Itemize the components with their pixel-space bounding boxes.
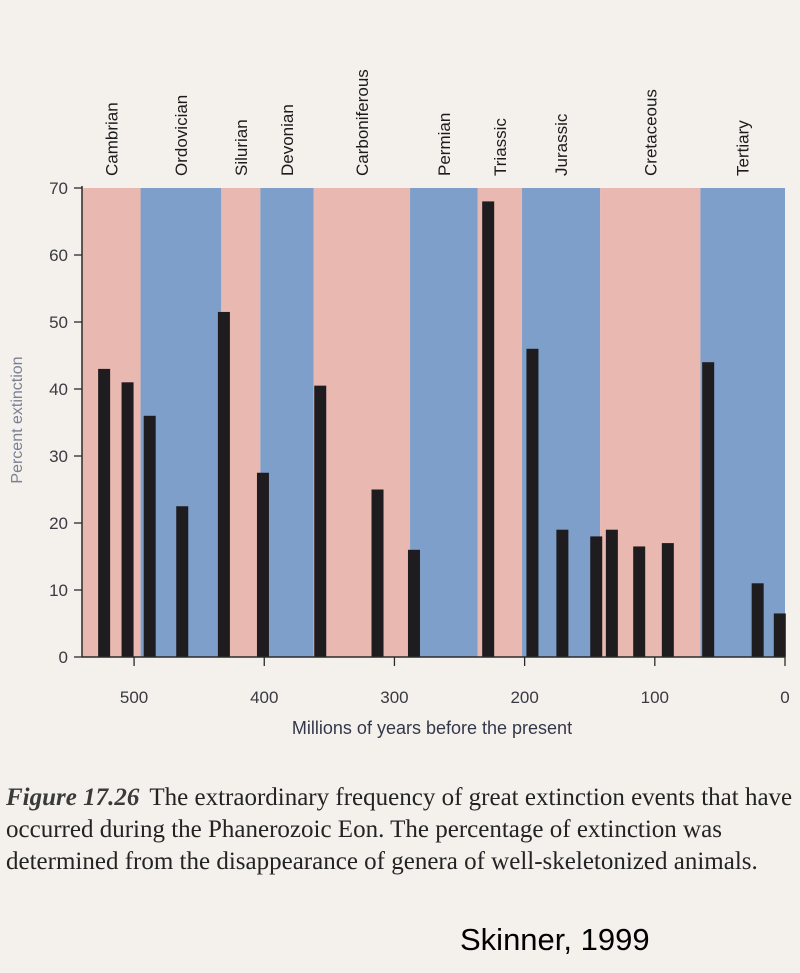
axes: [81, 186, 785, 658]
extinction-bar: [256, 472, 269, 657]
y-tick-label: 0: [59, 648, 68, 667]
y-tick-label: 50: [49, 313, 68, 332]
y-axis-ticks: 0 10 20 30 40 50 60 70: [49, 179, 82, 667]
y-tick-label: 30: [49, 447, 68, 466]
extinction-bar: [407, 549, 420, 657]
extinction-bars: [98, 201, 786, 657]
extinction-bar: [605, 529, 618, 657]
extinction-bar: [143, 415, 156, 657]
extinction-bar: [661, 543, 674, 657]
y-tick-label: 70: [49, 179, 68, 198]
extinction-bar: [751, 583, 764, 657]
extinction-bar: [371, 489, 384, 657]
caption-text: The extraordinary frequency of great ext…: [6, 784, 793, 875]
period-label-devonian: Devonian: [278, 104, 297, 176]
figure-caption: Figure 17.26 The extraordinary frequency …: [6, 782, 796, 878]
extinction-bar: [98, 368, 111, 657]
extinction-bar: [773, 613, 786, 657]
extinction-bar: [556, 529, 569, 657]
period-label-carboniferous: Carboniferous: [353, 69, 372, 176]
x-tick-label: 0: [780, 688, 789, 707]
extinction-bar: [176, 506, 189, 657]
extinction-bar: [121, 382, 134, 657]
period-labels: Cambrian Ordovician Silurian Devonian Carbon…: [102, 69, 752, 176]
x-axis-label: Millions of years before the present: [292, 718, 572, 738]
extinction-bar: [702, 362, 715, 657]
period-label-cambrian: Cambrian: [102, 102, 121, 176]
x-tick-label: 200: [510, 688, 538, 707]
extinction-bar: [314, 385, 327, 657]
y-tick-label: 60: [49, 246, 68, 265]
x-tick-label: 500: [120, 688, 148, 707]
caption-label: Figure 17.26: [6, 784, 140, 811]
x-tick-label: 400: [250, 688, 278, 707]
extinction-bar: [482, 201, 495, 657]
period-label-tertiary: Tertiary: [734, 120, 753, 176]
period-label-triassic: Triassic: [491, 118, 510, 176]
period-band-carboniferous: [313, 188, 411, 657]
period-band-tertiary: [700, 188, 785, 657]
x-tick-label: 300: [380, 688, 408, 707]
extinction-bar: [633, 546, 646, 657]
period-label-ordovician: Ordovician: [172, 95, 191, 176]
period-band-permian: [410, 188, 478, 657]
period-label-permian: Permian: [435, 113, 454, 176]
period-label-jurassic: Jurassic: [552, 113, 571, 176]
y-axis-label: Percent extinction: [9, 356, 26, 483]
period-label-silurian: Silurian: [232, 119, 251, 176]
extinction-bar: [526, 348, 539, 657]
period-band-devonian: [260, 188, 314, 657]
x-tick-label: 100: [641, 688, 669, 707]
y-tick-label: 10: [49, 581, 68, 600]
x-axis-ticks: 500 400 300 200 100 0: [120, 657, 790, 707]
source-credit: Skinner, 1999: [460, 922, 650, 957]
y-tick-label: 20: [49, 514, 68, 533]
y-tick-label: 40: [49, 380, 68, 399]
extinction-bar: [217, 311, 230, 657]
period-label-cretaceous: Cretaceous: [641, 89, 660, 176]
extinction-chart: Cambrian Ordovician Silurian Devonian Carbon…: [9, 69, 790, 738]
extinction-bar: [590, 536, 603, 657]
